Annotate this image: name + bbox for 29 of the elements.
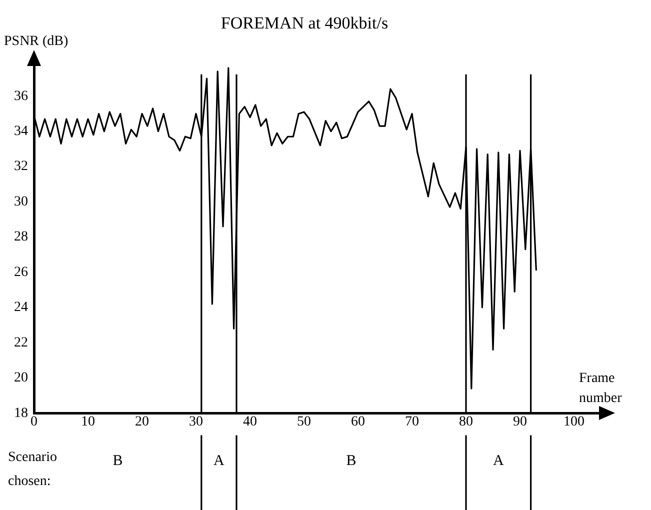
text: B (346, 453, 356, 470)
x-tick-label: 60 (351, 414, 365, 430)
x-tick-label: 40 (243, 414, 257, 430)
y-tick-label: 30 (14, 194, 28, 210)
x-tick-label: 30 (189, 414, 203, 430)
y-tick-label: 26 (14, 264, 28, 280)
x-tick-label: 90 (513, 414, 527, 430)
y-tick-label: 22 (14, 335, 28, 350)
x-tick-label: 70 (405, 414, 419, 430)
x-axis-title: Frame number (579, 370, 622, 406)
x-tick-label: 10 (81, 414, 95, 430)
x-tick-label: 80 (459, 414, 473, 430)
x-tick-label: 20 (135, 414, 149, 430)
y-tick-label: 32 (14, 159, 28, 174)
text: B (112, 453, 123, 470)
text: Scenario chosen: (8, 450, 57, 489)
text: A (214, 453, 225, 470)
x-tick-label: 100 (564, 414, 584, 430)
y-tick-label: 24 (14, 300, 28, 316)
y-tick-label: 18 (14, 406, 28, 421)
text: A (492, 453, 504, 470)
y-tick-label: 36 (14, 88, 28, 104)
x-tick-label: 0 (30, 414, 38, 430)
x-tick-label: 50 (297, 414, 311, 430)
y-tick-label: 20 (14, 370, 28, 386)
y-tick-label: 28 (14, 230, 28, 245)
chart-title: FOREMAN at 490kbit/s (220, 14, 388, 33)
y-tick-label: 34 (14, 124, 28, 140)
y-axis-title: PSNR (dB) (4, 34, 69, 50)
